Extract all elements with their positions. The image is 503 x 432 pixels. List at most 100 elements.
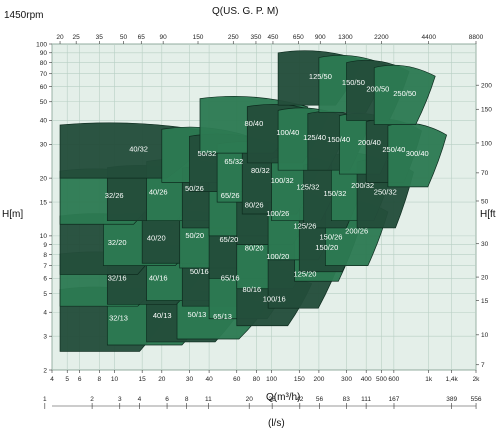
ls-tick-13: 167 bbox=[389, 396, 400, 403]
y-tick-18: 100 bbox=[36, 41, 47, 48]
top-axis-title: Q(US. G. P. M) bbox=[212, 6, 279, 17]
ls-tick-14: 389 bbox=[446, 396, 457, 403]
x-tick-3: 8 bbox=[97, 376, 101, 383]
y-tick-15: 70 bbox=[40, 71, 48, 78]
label-150-26: 150/26 bbox=[320, 232, 343, 241]
label-65-16: 65/16 bbox=[221, 273, 240, 282]
right-tick-0: 200 bbox=[481, 82, 492, 89]
y-tick-16: 80 bbox=[40, 60, 48, 67]
right-tick-2: 100 bbox=[481, 140, 492, 147]
top-tick-2: 35 bbox=[96, 34, 104, 41]
label-150-20: 150/20 bbox=[315, 243, 338, 252]
top-tick-11: 900 bbox=[315, 34, 326, 41]
pump-regions bbox=[59, 50, 448, 352]
x-tick-12: 150 bbox=[294, 376, 305, 383]
label-40-16: 40/16 bbox=[149, 273, 168, 282]
x-tick-15: 400 bbox=[361, 376, 372, 383]
top-tick-15: 8800 bbox=[469, 34, 484, 41]
chart-title: 1450rpm bbox=[4, 10, 43, 21]
x-tick-14: 300 bbox=[341, 376, 352, 383]
x-tick-17: 600 bbox=[388, 376, 399, 383]
top-tick-7: 250 bbox=[228, 34, 239, 41]
label-100-32: 100/32 bbox=[271, 176, 294, 185]
y-tick-1: 3 bbox=[43, 334, 47, 341]
ls-tick-9: 42 bbox=[296, 396, 304, 403]
label-80-32: 80/32 bbox=[251, 166, 270, 175]
label-40-32: 40/32 bbox=[129, 145, 148, 154]
top-tick-6: 150 bbox=[193, 34, 204, 41]
ls-tick-1: 2 bbox=[90, 396, 94, 403]
region-250-50 bbox=[373, 64, 436, 125]
label-125-26: 125/26 bbox=[294, 221, 317, 230]
x-tick-7: 30 bbox=[186, 376, 194, 383]
x-tick-0: 4 bbox=[50, 376, 54, 383]
label-80-20: 80/20 bbox=[245, 243, 264, 252]
top-tick-3: 50 bbox=[120, 34, 128, 41]
label-200-32: 200/32 bbox=[351, 181, 374, 190]
label-80-16: 80/16 bbox=[242, 285, 261, 294]
top-tick-0: 20 bbox=[56, 34, 64, 41]
x-tick-10: 80 bbox=[253, 376, 261, 383]
label-300-40: 300/40 bbox=[406, 149, 429, 158]
y-tick-8: 10 bbox=[40, 233, 48, 240]
y-tick-2: 4 bbox=[43, 310, 47, 317]
x-tick-2: 6 bbox=[78, 376, 82, 383]
label-100-40: 100/40 bbox=[276, 128, 299, 137]
label-65-20: 65/20 bbox=[220, 235, 239, 244]
label-32-13: 32/13 bbox=[109, 313, 128, 322]
y-tick-13: 50 bbox=[40, 99, 48, 106]
label-100-16: 100/16 bbox=[263, 294, 286, 303]
y-tick-14: 60 bbox=[40, 84, 48, 91]
label-125-32: 125/32 bbox=[296, 182, 319, 191]
label-32-20: 32/20 bbox=[108, 238, 127, 247]
x-tick-1: 5 bbox=[65, 376, 69, 383]
y-tick-9: 15 bbox=[40, 199, 48, 206]
y-tick-5: 7 bbox=[43, 263, 47, 270]
ls-tick-2: 3 bbox=[118, 396, 122, 403]
pump-labels: 32/13 40/13 50/13 65/13 32/16 40/16 50/16 65/16… bbox=[105, 72, 429, 322]
x-tick-11: 100 bbox=[266, 376, 277, 383]
x-tick-18: 1k bbox=[425, 376, 433, 383]
label-40-26: 40/26 bbox=[149, 187, 168, 196]
label-40-13: 40/13 bbox=[153, 311, 172, 320]
top-tick-8: 350 bbox=[251, 34, 262, 41]
x-axis-title: Q(m³/h) bbox=[266, 392, 300, 403]
label-125-40: 125/40 bbox=[303, 133, 326, 142]
label-125-50: 125/50 bbox=[309, 72, 332, 81]
top-tick-10: 650 bbox=[293, 34, 304, 41]
label-100-20: 100/20 bbox=[266, 252, 289, 261]
axes: 4 5 6 8 10 15 20 30 40 60 80 100 150 200 300 400 500 600 1… bbox=[36, 34, 492, 409]
label-50-16: 50/16 bbox=[190, 267, 209, 276]
x-tick-6: 20 bbox=[158, 376, 166, 383]
ls-tick-0: 1 bbox=[43, 396, 47, 403]
right-tick-6: 20 bbox=[481, 274, 489, 281]
y-tick-7: 9 bbox=[43, 242, 47, 249]
label-50-20: 50/20 bbox=[185, 231, 204, 240]
x-tick-9: 60 bbox=[233, 376, 241, 383]
label-250-50: 250/50 bbox=[393, 89, 416, 98]
x-tick-13: 200 bbox=[313, 376, 324, 383]
top-tick-12: 1300 bbox=[338, 34, 353, 41]
ls-tick-3: 4 bbox=[138, 396, 142, 403]
top-tick-4: 65 bbox=[138, 34, 146, 41]
label-32-16: 32/16 bbox=[108, 273, 127, 282]
ls-tick-11: 83 bbox=[343, 396, 351, 403]
label-50-32: 50/32 bbox=[198, 149, 217, 158]
label-40-20: 40/20 bbox=[147, 234, 166, 243]
label-150-50: 150/50 bbox=[342, 78, 365, 87]
x-tick-20: 2k bbox=[473, 376, 481, 383]
ls-tick-5: 8 bbox=[185, 396, 189, 403]
top-tick-13: 2200 bbox=[374, 34, 389, 41]
label-80-26: 80/26 bbox=[245, 200, 264, 209]
label-100-26: 100/26 bbox=[266, 209, 289, 218]
ls-tick-12: 111 bbox=[361, 396, 371, 403]
ls-tick-7: 20 bbox=[246, 396, 254, 403]
top-tick-9: 450 bbox=[268, 34, 279, 41]
ls-tick-10: 56 bbox=[316, 396, 324, 403]
label-150-40: 150/40 bbox=[327, 135, 350, 144]
label-32-26: 32/26 bbox=[105, 191, 124, 200]
y-tick-6: 8 bbox=[43, 252, 47, 259]
top-tick-1: 25 bbox=[73, 34, 81, 41]
x-tick-5: 15 bbox=[139, 376, 147, 383]
